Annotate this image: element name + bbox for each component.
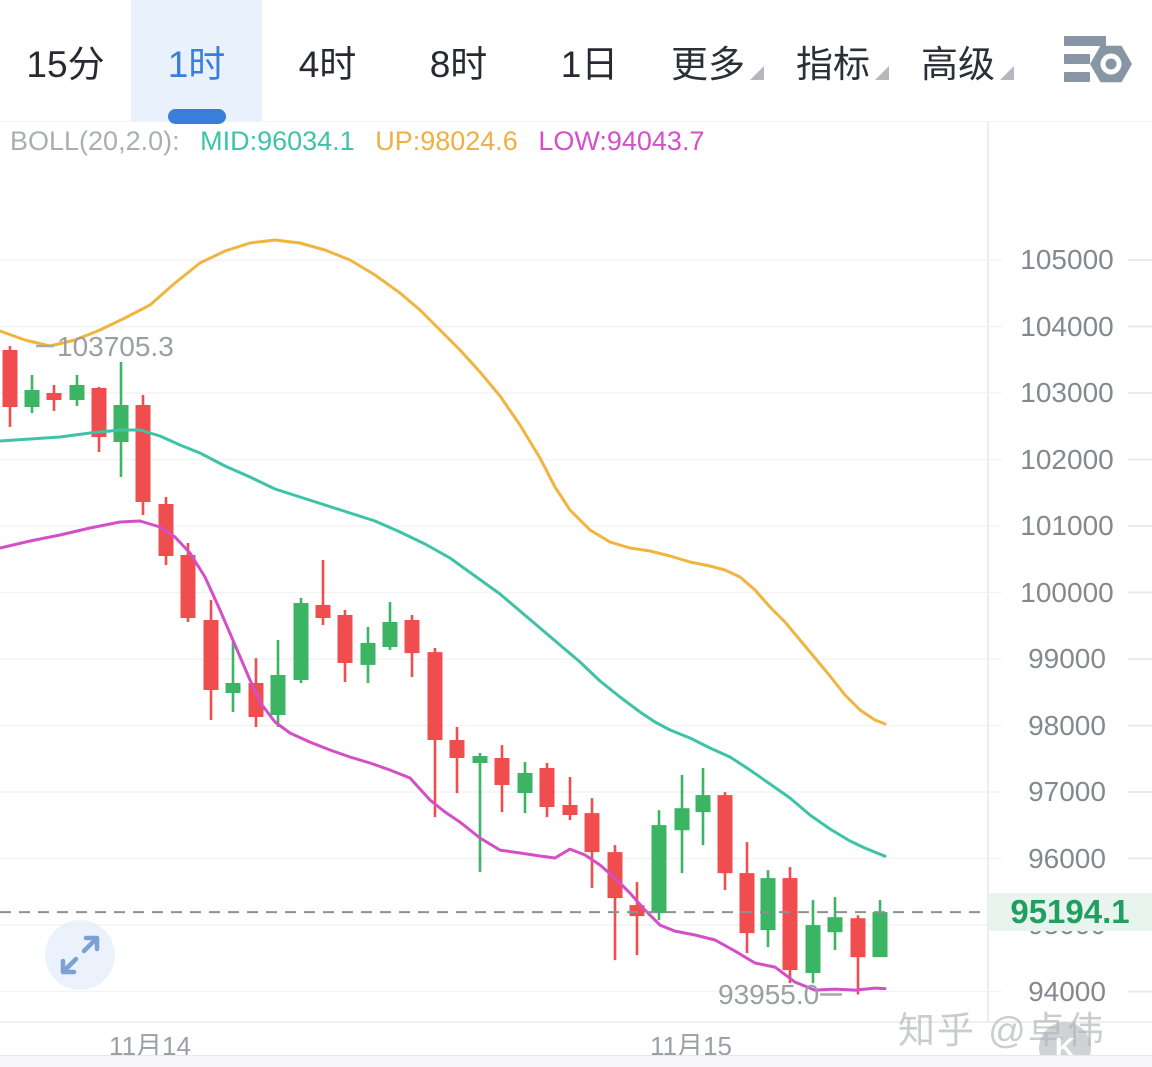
candle (494, 745, 510, 813)
candle (539, 763, 555, 818)
menu-more-button[interactable]: 更多 (655, 0, 780, 121)
timeframe-tabbar: 15分 1时 4时 8时 1日 更多 指标 高级 (0, 0, 1152, 122)
candle (872, 900, 888, 958)
price-axis-label: 98000 (1028, 709, 1106, 741)
candle (337, 610, 353, 682)
price-axis-label: 96000 (1028, 842, 1106, 874)
low-price-annotation: 93955.0 (718, 979, 820, 1010)
tab-4h[interactable]: 4时 (298, 43, 357, 85)
price-axis-label: 100000 (1020, 576, 1114, 608)
menu-indicators-button[interactable]: 指标 (780, 0, 905, 121)
candle (2, 346, 18, 427)
boll-mid-value: MID:96034.1 (200, 126, 355, 156)
boll-upper-band (0, 238, 887, 726)
candle (135, 395, 151, 515)
candle (382, 602, 398, 650)
candle (180, 543, 196, 622)
chart-settings-button[interactable] (1056, 0, 1142, 121)
list-settings-icon (1064, 35, 1132, 82)
menu-indicators-label: 指标 (796, 43, 870, 85)
candle (46, 385, 62, 411)
candle (760, 870, 776, 948)
candle (805, 900, 821, 984)
menu-advanced-label: 高级 (921, 43, 995, 85)
candle (782, 867, 798, 984)
candle (404, 615, 420, 677)
boll-lower-band (0, 519, 887, 992)
candle (427, 648, 443, 818)
candle (562, 777, 578, 821)
tab-8h[interactable]: 8时 (429, 43, 488, 85)
candle (315, 560, 331, 625)
menu-more-label: 更多 (671, 43, 745, 85)
current-price-badge: 95194.1 (988, 893, 1152, 931)
price-axis-label: 94000 (1028, 975, 1106, 1007)
candle (629, 882, 645, 956)
candle (584, 798, 600, 888)
candle (739, 842, 755, 954)
indicator-legend: BOLL(20,2.0): MID:96034.1 UP:98024.6 LOW… (10, 126, 717, 157)
caret-down-icon (1000, 65, 1014, 80)
candle (651, 810, 667, 921)
menu-advanced-button[interactable]: 高级 (905, 0, 1030, 121)
candle (91, 387, 107, 452)
boll-low-value: LOW:94043.7 (538, 126, 705, 156)
candle (695, 768, 711, 846)
caret-down-icon (875, 65, 889, 80)
candle (827, 897, 843, 951)
price-axis-label: 99000 (1028, 643, 1106, 674)
candle (24, 375, 40, 413)
caret-down-icon (750, 65, 764, 80)
candle (472, 753, 488, 873)
expand-chart-button[interactable] (45, 920, 115, 990)
candle (69, 375, 85, 406)
price-axis-label: 104000 (1020, 310, 1114, 342)
candle (449, 727, 465, 794)
candle (113, 362, 129, 477)
candle (293, 598, 309, 683)
boll-mid-band (0, 428, 887, 858)
expand-arrows-icon (60, 935, 100, 975)
price-axis-label: 97000 (1028, 776, 1106, 807)
current-price-value: 95194.1 (1010, 893, 1130, 930)
price-axis-label: 101000 (1020, 510, 1114, 541)
candle (225, 642, 241, 712)
candle (203, 600, 219, 720)
boll-up-value: UP:98024.6 (375, 126, 518, 156)
candle (607, 845, 623, 961)
high-price-annotation: 103705.3 (57, 331, 174, 362)
bottom-panel-edge (0, 1055, 1152, 1067)
tab-1d[interactable]: 1日 (560, 43, 619, 85)
boll-name-label: BOLL(20,2.0): (10, 126, 180, 156)
candle (270, 640, 286, 727)
price-axis-label: 102000 (1020, 443, 1114, 475)
price-axis-label: 103000 (1020, 377, 1114, 408)
candle (674, 775, 690, 874)
tab-15m[interactable]: 15分 (26, 43, 105, 85)
price-axis-label: 105000 (1020, 244, 1114, 275)
candle (360, 627, 376, 683)
candle (517, 762, 533, 814)
candle (717, 792, 733, 890)
candle (850, 915, 866, 995)
tab-1h[interactable]: 1时 (131, 0, 262, 121)
